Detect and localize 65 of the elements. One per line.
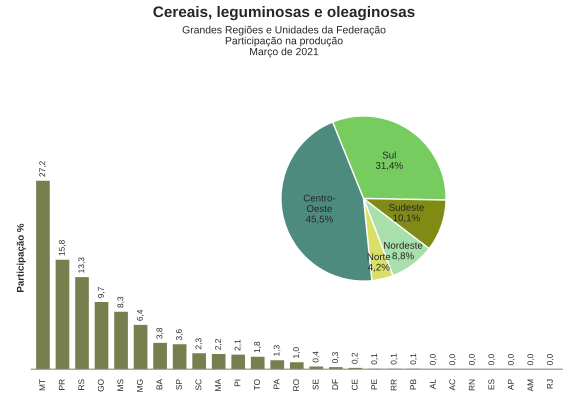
- x-tick-label: AP: [508, 379, 514, 390]
- data-label: 9,7: [98, 287, 105, 298]
- data-label: 0,1: [410, 354, 418, 364]
- data-label: 1,8: [254, 342, 261, 352]
- x-tick-label: PB: [410, 379, 416, 390]
- x-tick-label: MS: [117, 379, 124, 391]
- x-tick-label: SE: [312, 379, 319, 390]
- x-tick-label: MA: [215, 378, 221, 391]
- data-label: 0,3: [332, 352, 340, 364]
- data-label: 2,1: [234, 340, 242, 350]
- data-label: 0,1: [371, 354, 378, 364]
- x-tick-label: PI: [234, 380, 240, 386]
- data-label: 0,4: [312, 351, 320, 362]
- data-label: 27,2: [39, 161, 46, 177]
- x-tick-label: AL: [430, 379, 436, 390]
- data-label: 2,2: [215, 339, 222, 350]
- x-tick-label: RR: [390, 379, 397, 390]
- x-tick-label: RJ: [547, 380, 553, 388]
- data-label: 0,0: [449, 354, 456, 366]
- x-tick-label: CE: [352, 379, 358, 390]
- x-tick-label: TO: [254, 379, 260, 390]
- data-label: 45,5%: [306, 216, 333, 224]
- data-label: 6,4: [136, 310, 144, 321]
- x-tick-label: PR: [58, 379, 65, 390]
- data-label: 8,3: [117, 296, 124, 308]
- x-tick-label: RO: [293, 379, 300, 391]
- data-label: 31,4%: [376, 162, 403, 170]
- data-label: 10,1%: [393, 214, 420, 222]
- data-label: 3,6: [176, 329, 183, 340]
- x-tick-label: GO: [98, 379, 104, 392]
- x-tick-label: PA: [274, 378, 280, 389]
- x-tick-label: RN: [468, 380, 475, 390]
- x-tick-label: ES: [488, 379, 494, 390]
- y-axis-title: Participação %: [16, 224, 26, 292]
- data-label: 0,0: [508, 354, 515, 366]
- data-label: 1,3: [274, 345, 280, 356]
- chart-subtitle: Grandes Regiões e Unidades da Federação Participação na produção Março de 2021: [182, 26, 386, 58]
- x-tick-label: MT: [39, 379, 46, 390]
- slice-label: Sudeste: [389, 204, 424, 211]
- x-tick-label: BA: [156, 378, 162, 390]
- data-label: 0,0: [488, 354, 496, 366]
- data-label: 2,3: [195, 338, 202, 350]
- slice-label: Centro-Oeste: [304, 194, 336, 212]
- x-tick-label: SP: [176, 379, 182, 390]
- data-label: 0,0: [430, 354, 437, 366]
- data-label: 0,0: [546, 354, 554, 366]
- data-label: 0,0: [527, 354, 534, 366]
- data-label: 3,8: [156, 328, 164, 339]
- x-tick-label: PE: [371, 379, 378, 390]
- x-tick-label: AC: [449, 379, 456, 390]
- slice-label: Sul: [382, 151, 396, 158]
- data-label: 1,0: [293, 347, 300, 358]
- data-label: 13,3: [78, 257, 86, 273]
- x-tick-label: DF: [332, 379, 338, 390]
- data-label: 15,8: [58, 240, 66, 256]
- slice-label: Nordeste: [384, 242, 422, 249]
- x-tick-label: RS: [78, 379, 84, 390]
- x-tick-label: SC: [195, 379, 202, 390]
- data-label: 0,1: [390, 354, 398, 364]
- data-label: 8,8%: [392, 252, 414, 260]
- x-tick-label: AM: [528, 380, 534, 392]
- data-label: 0,0: [468, 354, 476, 366]
- data-label: 0,2: [352, 352, 359, 364]
- x-tick-label: MG: [136, 380, 143, 392]
- chart-title: Cereais, leguminosas e oleaginosas: [153, 6, 415, 20]
